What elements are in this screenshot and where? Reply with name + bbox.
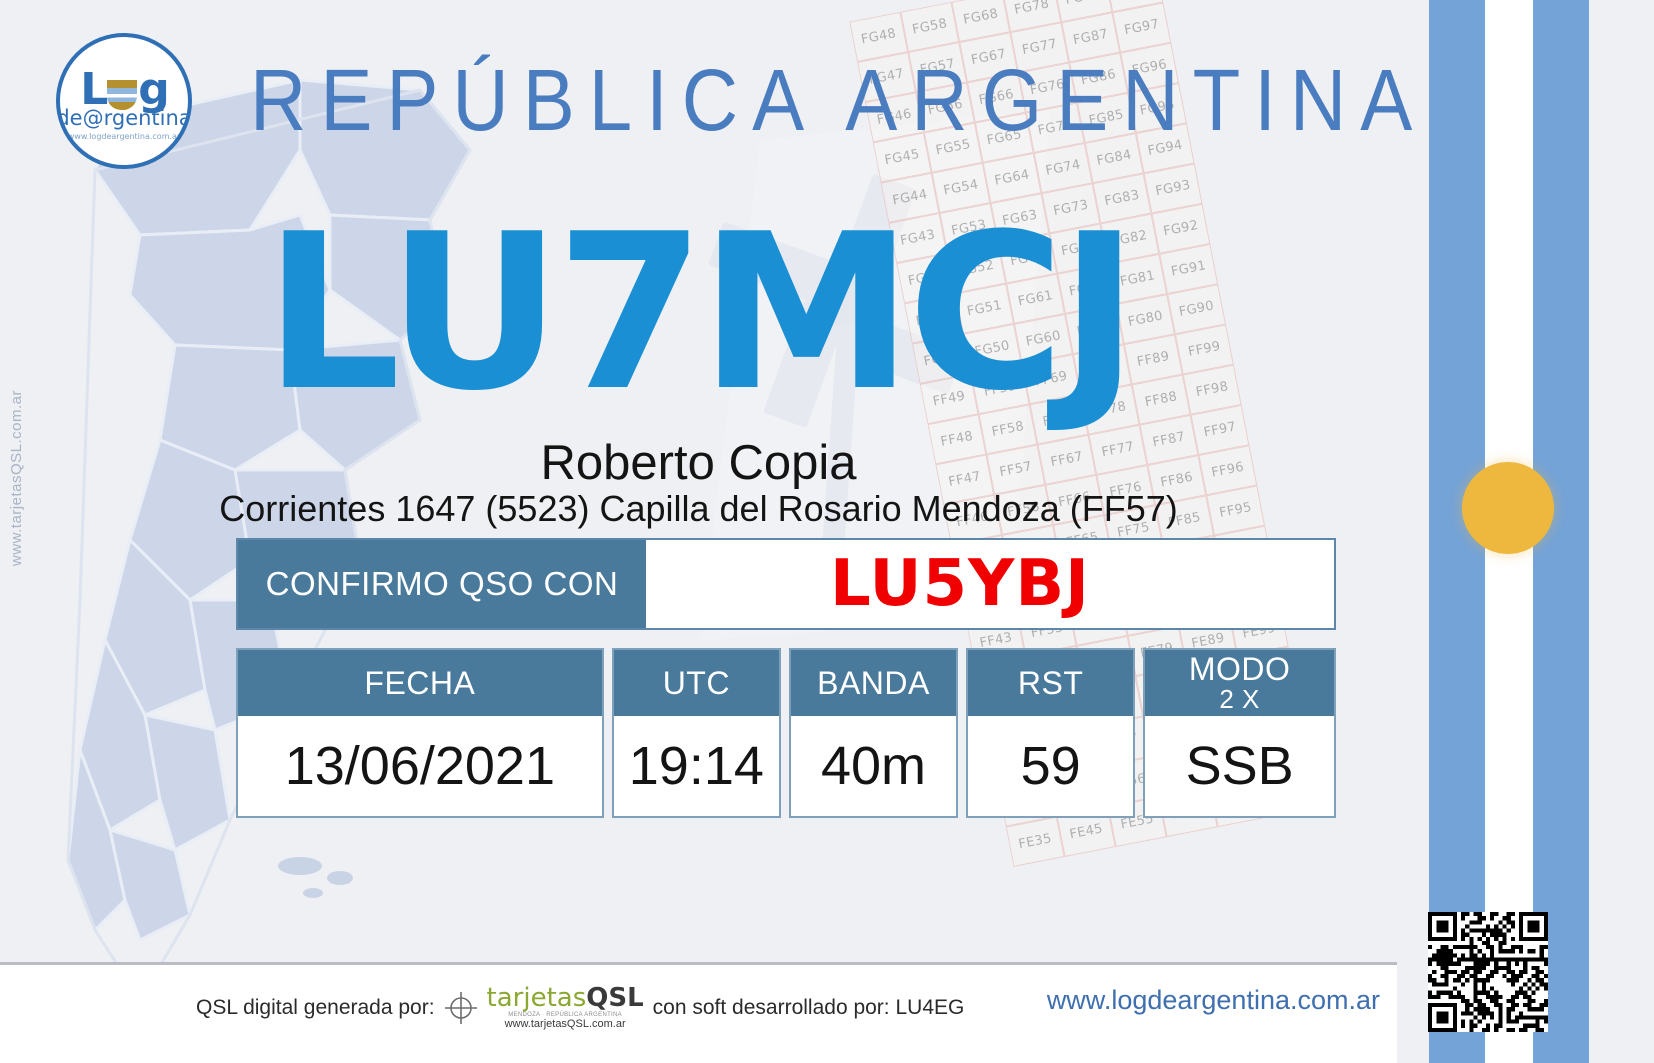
qso-column-fecha: FECHA 13/06/2021 (236, 648, 604, 818)
operator-name: Roberto Copia (540, 436, 857, 490)
qso-column-banda: BANDA 40m (788, 648, 959, 818)
footer-site-url[interactable]: www.logdeargentina.com.ar (1046, 985, 1380, 1015)
qso-header-fecha: FECHA (238, 650, 602, 716)
grid-cell: FG78 (1002, 0, 1062, 33)
logo-letter-l: L (80, 63, 108, 115)
logo-letter-g: g (138, 63, 169, 115)
qso-header-label: UTC (662, 664, 730, 701)
qso-column-utc: UTC 19:14 (611, 648, 781, 818)
qso-header-label: FECHA (364, 664, 476, 701)
callsign-heading: LU7MCJ (263, 187, 1139, 438)
grid-cell: FG58 (900, 1, 960, 53)
qso-header-label: BANDA (817, 664, 930, 701)
brand-part-tarjetas: tarjetas (486, 983, 587, 1013)
qso-column-modo: MODO 2 X SSB (1143, 648, 1336, 818)
grid-cell: FG97 (1112, 2, 1172, 53)
brand-tagline: MENDOZA · REPÚBLICA ARGENTINA (508, 1012, 622, 1018)
tarjetas-qsl-brand[interactable]: tarjetasQSL MENDOZA · REPÚBLICA ARGENTIN… (487, 985, 644, 1030)
qso-header-utc: UTC (613, 650, 779, 716)
qso-value-utc: 19:14 (628, 736, 764, 796)
footer-developed-by-label: con soft desarrollado por: LU4EG (652, 995, 965, 1019)
qso-column-rst: RST 59 (966, 648, 1136, 818)
footer-bar (0, 965, 1397, 1063)
mate-gourd-icon (107, 79, 138, 110)
footer-divider (0, 962, 1397, 965)
grid-cell: FG88 (1053, 0, 1113, 23)
qso-details-table: FECHA 13/06/2021 UTC 19:14 BANDA 40m RST 59 MODO… (236, 648, 1336, 818)
qso-header-rst: RST (968, 650, 1134, 716)
qso-header-banda: BANDA (790, 650, 957, 716)
flag-margin-right (1589, 0, 1654, 1063)
qso-header-sublabel: 2 X (1219, 684, 1260, 715)
grid-cell: FE35 (1005, 816, 1065, 867)
qso-value-fecha: 13/06/2021 (284, 736, 555, 796)
qso-header-label: RST (1017, 664, 1084, 701)
flag-margin-left (1397, 0, 1429, 1063)
qso-value-rst: 59 (1020, 736, 1081, 796)
qso-header-modo: MODO 2 X (1145, 650, 1334, 716)
crosshair-icon (444, 991, 477, 1024)
qso-value-banda: 40m (820, 736, 926, 796)
logo-url: www.logdeargentina.com.ar (67, 131, 181, 141)
operator-address: Corrientes 1647 (5523) Capilla del Rosar… (219, 488, 1178, 529)
confirm-qso-row: CONFIRMO QSO CON LU5YBJ (236, 538, 1336, 630)
qr-code[interactable] (1428, 912, 1548, 1032)
qso-value-modo: SSB (1185, 736, 1294, 796)
brand-part-qsl: QSL (586, 983, 644, 1013)
qso-header-label: MODO (1188, 651, 1291, 688)
page-title: REPÚBLICA ARGENTINA (250, 50, 1427, 150)
sun-of-may-icon (1462, 462, 1554, 554)
footer-generated-by-label: QSL digital generada por: (196, 995, 435, 1019)
grid-cell: FG68 (951, 0, 1011, 43)
footer-credit: QSL digital generada por: tarjetasQSL ME… (196, 985, 964, 1030)
brand-url: www.tarjetasQSL.com.ar (504, 1018, 626, 1030)
logo-subtitle: de@rgentina (56, 105, 192, 130)
confirm-qso-label: CONFIRMO QSO CON (238, 540, 646, 628)
grid-cell: FG98 (1104, 0, 1164, 13)
worked-callsign-value: LU5YBJ (830, 547, 1090, 621)
